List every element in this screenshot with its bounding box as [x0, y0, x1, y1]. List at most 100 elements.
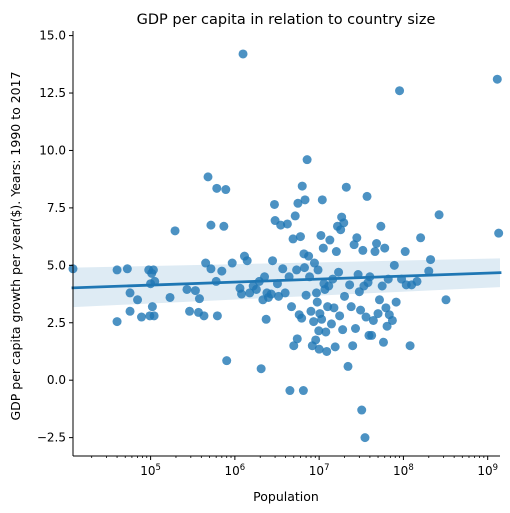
data-point	[372, 239, 382, 248]
data-point	[112, 265, 122, 275]
data-point	[261, 314, 271, 324]
data-point	[494, 228, 504, 238]
data-point	[357, 405, 367, 415]
data-point	[374, 295, 384, 305]
data-point	[348, 341, 358, 351]
data-point	[306, 306, 316, 316]
data-point	[212, 183, 222, 193]
data-point	[360, 433, 370, 443]
data-point	[345, 280, 355, 290]
data-point	[313, 265, 323, 275]
data-point	[227, 258, 237, 268]
data-point	[302, 155, 312, 165]
data-point	[395, 86, 405, 96]
data-point	[206, 220, 216, 230]
data-point	[343, 361, 353, 371]
y-tick-label: 7.5	[47, 201, 66, 215]
x-tick-label: 109	[477, 463, 498, 478]
data-point	[381, 303, 391, 313]
data-point	[361, 312, 371, 322]
data-point	[125, 288, 135, 298]
data-point	[122, 264, 132, 274]
data-point	[338, 325, 348, 335]
x-tick-label: 106	[225, 463, 246, 478]
data-point	[203, 172, 213, 182]
data-point	[237, 289, 247, 299]
data-point	[217, 266, 227, 276]
data-point	[148, 265, 158, 275]
data-point	[376, 221, 386, 231]
data-point	[290, 211, 300, 221]
data-point	[269, 199, 279, 209]
data-point	[309, 258, 319, 268]
data-point	[391, 297, 401, 307]
data-point	[336, 225, 346, 235]
y-tick-label: 5.0	[47, 258, 66, 272]
data-point	[112, 317, 122, 327]
data-point	[238, 49, 248, 59]
data-point	[412, 276, 422, 286]
data-point	[206, 264, 216, 274]
data-point	[350, 324, 360, 333]
data-point	[297, 181, 307, 191]
y-tick-label: −2.5	[37, 431, 66, 445]
data-point	[298, 386, 308, 396]
data-point	[389, 260, 399, 270]
data-point	[339, 218, 349, 228]
regression-line	[71, 271, 502, 290]
data-point	[326, 319, 336, 329]
y-tick-label: 0.0	[47, 373, 66, 387]
data-point	[199, 311, 209, 321]
data-point	[242, 256, 252, 266]
data-point	[147, 302, 157, 312]
x-tick-label: 105	[140, 463, 161, 478]
data-point	[352, 233, 362, 243]
data-point	[212, 311, 222, 321]
data-point	[368, 315, 378, 325]
data-point	[434, 210, 444, 220]
data-point	[358, 245, 368, 255]
chart-title: GDP per capita in relation to country si…	[137, 12, 436, 28]
data-point	[304, 251, 314, 261]
data-point	[312, 297, 322, 307]
data-point	[325, 235, 335, 245]
data-point	[256, 364, 266, 374]
axes: −2.5 0.0 2.5 5.0 7.5 10.0 12.5 15.0 105 106 107 108…	[37, 29, 500, 478]
data-point	[194, 294, 204, 304]
data-point	[349, 240, 359, 250]
data-point	[282, 219, 292, 229]
data-point	[334, 267, 344, 277]
data-point	[245, 288, 255, 298]
data-point	[370, 247, 380, 257]
data-point	[405, 341, 415, 351]
data-point	[289, 341, 299, 351]
data-point	[400, 247, 410, 257]
data-point	[362, 191, 372, 201]
plot-area	[68, 49, 504, 443]
y-tick-label: 2.5	[47, 316, 66, 330]
data-point	[182, 284, 192, 294]
y-axis-label: GDP per capita growth per year($). Years…	[8, 71, 23, 420]
data-point	[314, 344, 324, 354]
data-point	[317, 195, 327, 205]
data-point	[292, 334, 302, 344]
data-point	[441, 295, 451, 305]
data-point	[324, 281, 334, 291]
data-point	[278, 264, 288, 274]
data-point	[321, 327, 331, 337]
data-point	[314, 326, 324, 336]
y-tick-label: 15.0	[39, 29, 66, 43]
x-tick-label: 107	[309, 463, 330, 478]
data-point	[311, 335, 321, 345]
data-point	[317, 314, 327, 324]
data-point	[285, 386, 295, 396]
x-axis-label: Population	[253, 489, 319, 504]
data-point	[293, 198, 303, 208]
data-point	[280, 288, 290, 298]
data-point	[133, 295, 143, 305]
data-point	[341, 182, 351, 192]
data-point	[190, 286, 200, 296]
y-tick-label: 10.0	[39, 143, 66, 157]
